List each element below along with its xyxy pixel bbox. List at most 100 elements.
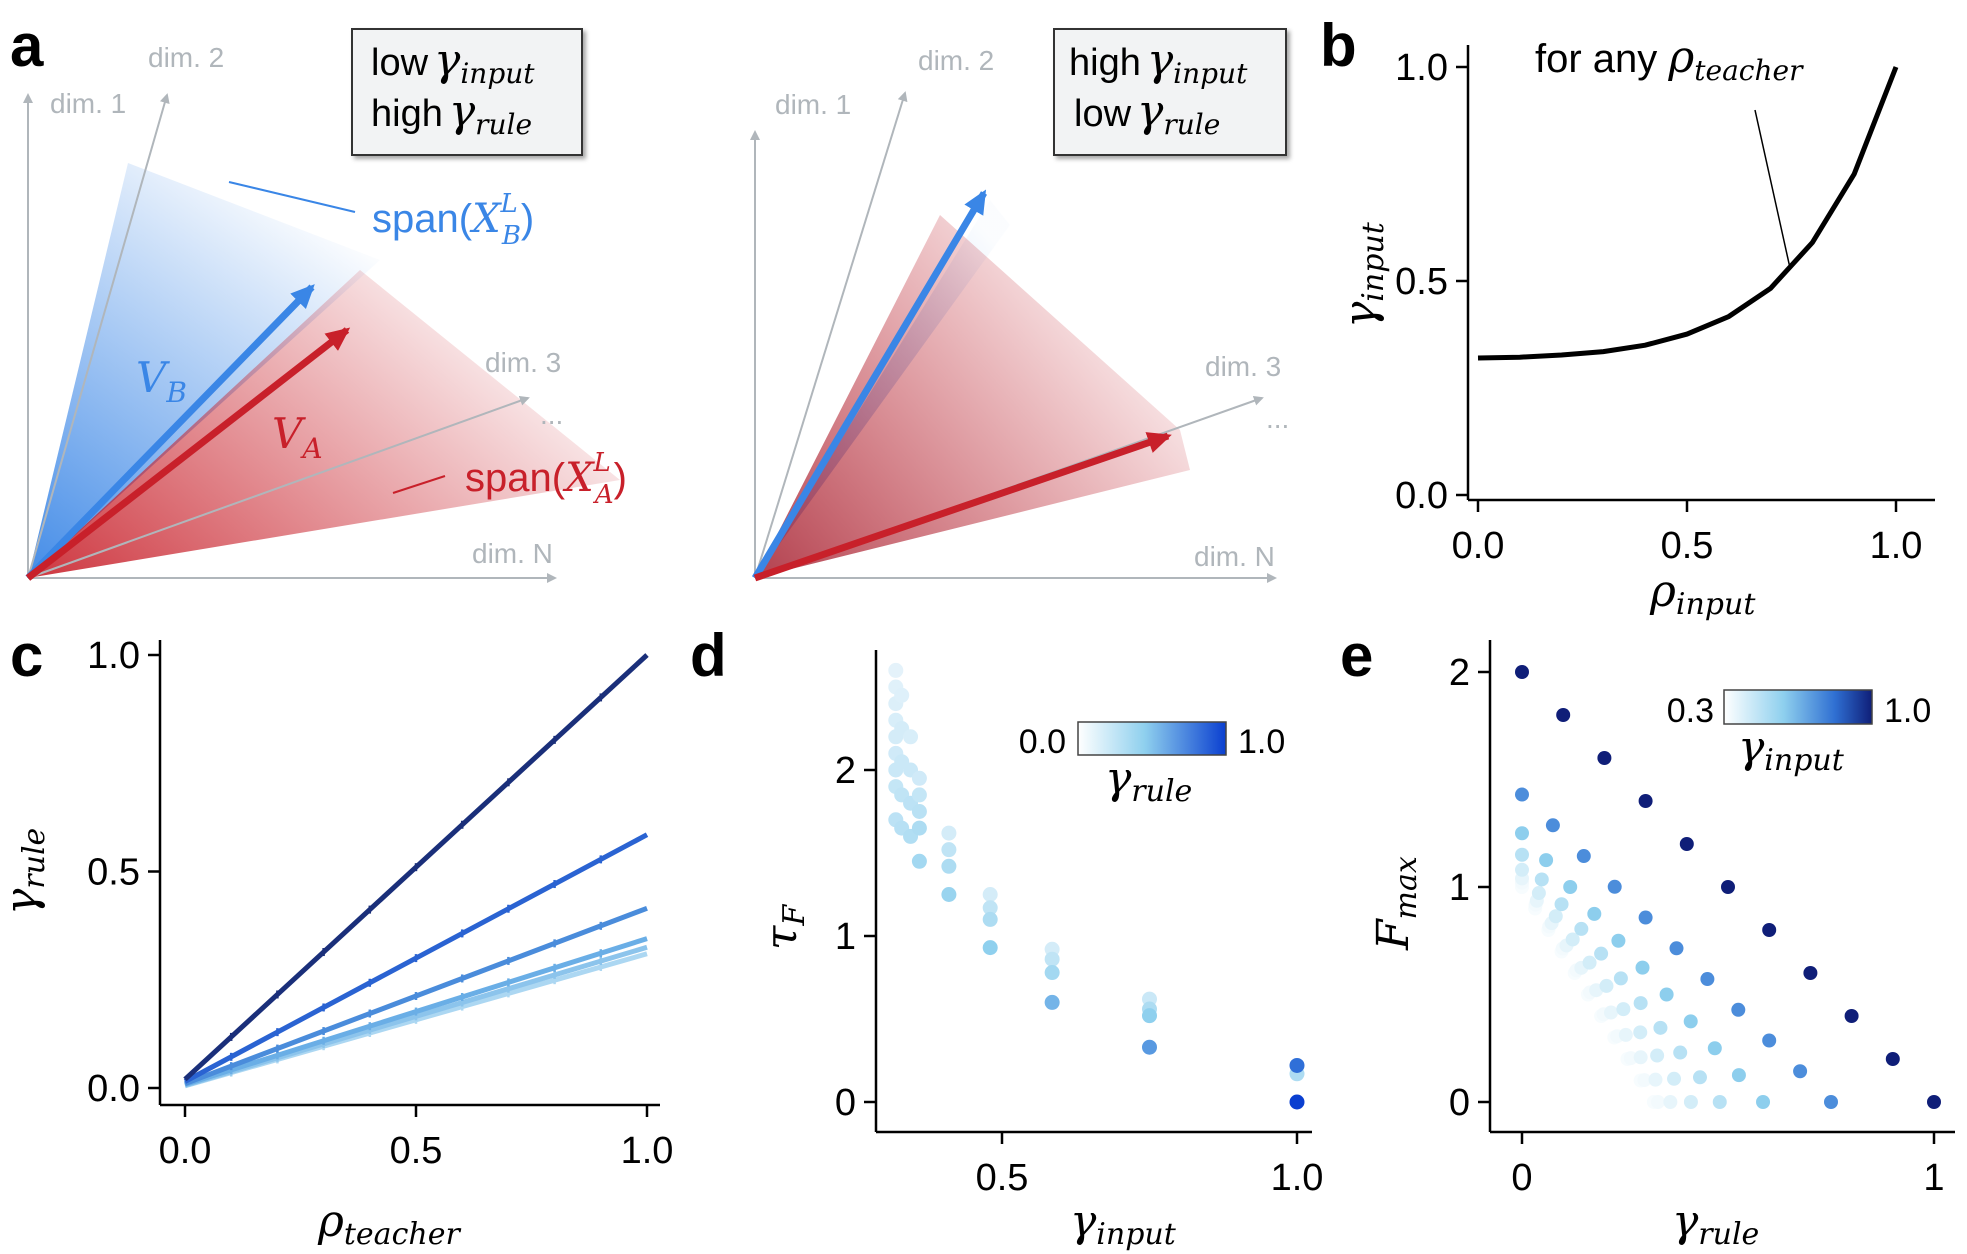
dimN-label-right: dim. N <box>1194 541 1275 572</box>
d-scatter-point <box>1044 994 1060 1010</box>
e-scatter-point <box>1669 941 1684 956</box>
ellipsis-label: ... <box>540 399 563 430</box>
e-scatter-point <box>1650 1095 1665 1109</box>
e-scatter-point <box>1762 1033 1777 1048</box>
x-tick-label: 0.0 <box>159 1130 212 1172</box>
e-scatter-point <box>1515 862 1529 877</box>
e-scatter-point <box>1803 966 1818 980</box>
dim1-label-right: dim. 1 <box>775 89 851 120</box>
c-xlabel: ρteacher <box>317 1196 461 1252</box>
d-scatter-point <box>941 887 957 902</box>
e-scatter-point <box>1599 978 1614 993</box>
e-scatter-point <box>1712 1095 1727 1109</box>
e-scatter-point <box>1638 794 1653 808</box>
e-scatter-point <box>1576 849 1591 864</box>
x-tick-label: 0.0 <box>1452 525 1505 567</box>
legend-box-right: high γinput low γrule <box>1053 28 1287 156</box>
c-series <box>183 653 649 1089</box>
y-tick-label: 0 <box>835 1082 856 1124</box>
y-tick-label: 2 <box>1449 652 1470 694</box>
e-scatter-point <box>1618 1027 1633 1042</box>
e-scatter-point <box>1824 1095 1838 1109</box>
x-tick-label: 0.5 <box>976 1157 1029 1199</box>
y-tick-label: 0.5 <box>87 852 140 894</box>
x-tick-label: 1.0 <box>1870 525 1923 567</box>
e-scatter-point <box>1563 880 1578 894</box>
e-scatter-point <box>1613 971 1628 986</box>
e-scatter-point <box>1616 1002 1631 1017</box>
e-scatter-point <box>1667 1071 1682 1086</box>
va-label-left: VA <box>272 409 323 465</box>
y-tick-label: 0 <box>1449 1082 1470 1124</box>
d-colorbar-min: 0.0 <box>1019 723 1066 761</box>
span-a-label: span(XL A) <box>465 448 627 510</box>
b-annotation-leader <box>1754 109 1791 269</box>
d-scatter-point <box>1044 965 1060 981</box>
e-scatter-point <box>1515 847 1529 862</box>
box-left-line2: high γrule <box>371 86 532 141</box>
e-scatter-point <box>1597 751 1612 765</box>
y-tick-label: 1.0 <box>87 635 140 677</box>
d-scatter-point <box>1289 1057 1305 1073</box>
panel-b-letter: b <box>1320 12 1357 79</box>
panel-a: a dim. 1 dim. 2 dim. 3 ... dim. N VB VA … <box>10 12 1289 583</box>
d-ylabel: τF <box>756 904 812 950</box>
y-tick-label: 1 <box>835 916 856 958</box>
e-ticks: 0 1 0 1 2 <box>1449 652 1945 1199</box>
d-scatter-point <box>911 787 927 803</box>
panel-c-letter: c <box>10 622 43 689</box>
span-a-cone-left <box>28 270 620 578</box>
va-arrow-right <box>753 432 1172 582</box>
e-scatter-point <box>1515 665 1529 679</box>
e-scatter-point <box>1574 921 1589 936</box>
d-colorbar-label: γrule <box>1105 753 1192 809</box>
x-tick-label: 0.5 <box>1661 525 1714 567</box>
box-left-line1: low γinput <box>371 35 535 90</box>
e-scatter-point <box>1659 987 1674 1002</box>
panel-e: e 0 1 0 1 2 0.3 1.0 γinput γrule Fmax <box>1340 622 1955 1252</box>
panel-a-letter: a <box>10 12 44 79</box>
span-a-cone-right <box>755 215 1190 578</box>
e-scatter-point <box>1633 1025 1648 1040</box>
e-ylabel: Fmax <box>1368 856 1424 951</box>
e-scatter-point <box>1721 880 1735 894</box>
panel-d-letter: d <box>690 622 727 689</box>
x-tick-label: 1 <box>1923 1157 1944 1199</box>
e-colorbar-label: γinput <box>1738 722 1845 778</box>
d-scatter-point <box>903 729 919 745</box>
box-right-line1: high γinput <box>1069 35 1248 90</box>
vb-arrow-left <box>25 284 315 581</box>
span-b-label: span(XL B) <box>372 189 534 251</box>
e-scatter-point <box>1565 932 1580 947</box>
x-tick-label: 0.5 <box>390 1130 443 1172</box>
d-scatter-point <box>982 940 998 956</box>
e-xlabel: γrule <box>1672 1196 1759 1252</box>
b-ticks: 0.0 0.5 1.0 0.0 0.5 1.0 <box>1395 47 1922 567</box>
e-scatter-point <box>1515 826 1529 841</box>
dim3-axis <box>27 396 530 579</box>
e-scatter-point <box>1545 818 1560 833</box>
e-colorbar-max: 1.0 <box>1884 692 1931 730</box>
x-tick-label: 1.0 <box>1271 1157 1324 1199</box>
y-tick-label: 0.0 <box>87 1068 140 1110</box>
e-scatter-point <box>1534 872 1549 887</box>
dim2-label: dim. 2 <box>148 42 224 73</box>
d-colorbar-max: 1.0 <box>1238 723 1285 761</box>
span-b-cone-left <box>28 163 380 578</box>
e-scatter-point <box>1679 837 1694 851</box>
d-scatter-point <box>911 770 927 786</box>
d-scatter-point <box>911 804 927 819</box>
b-annotation: for any ρteacher <box>1535 32 1804 87</box>
c-ticks: 0.0 0.5 1.0 0.0 0.5 1.0 <box>87 635 673 1172</box>
e-scatter-point <box>1633 1050 1648 1065</box>
b-ylabel: γinput <box>1335 221 1391 328</box>
e-scatter-point <box>1731 1068 1746 1083</box>
e-scatter-point <box>1756 1095 1771 1109</box>
e-scatter-point <box>1554 897 1569 912</box>
e-scatter-point <box>1731 1002 1746 1017</box>
e-colorbar-min: 0.3 <box>1667 692 1714 730</box>
e-points <box>1515 665 1941 1109</box>
panel-b: b 0.0 0.5 1.0 0.0 0.5 1.0 for any ρteacher ρi… <box>1320 12 1935 622</box>
d-scatter-point <box>982 911 998 927</box>
d-scatter-point <box>941 825 957 841</box>
